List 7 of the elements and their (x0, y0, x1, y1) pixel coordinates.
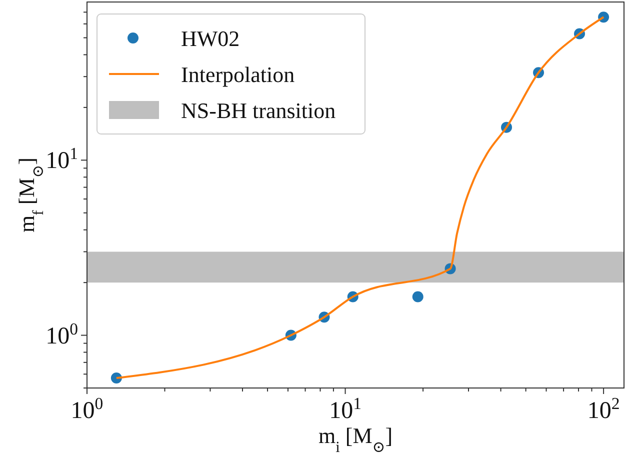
legend-label: NS-BH transition (181, 98, 336, 123)
x-tick-label: 10$^{2}$ (587, 394, 620, 424)
x-tick-label: 10$^{0}$ (70, 394, 104, 424)
x-tick-label: 10$^{1}$ (329, 394, 362, 424)
legend-label: Interpolation (181, 62, 295, 87)
legend-label: HW02 (181, 26, 240, 51)
x-axis-title: m$_{i}$ [M$_{⊙}$] (318, 423, 393, 454)
